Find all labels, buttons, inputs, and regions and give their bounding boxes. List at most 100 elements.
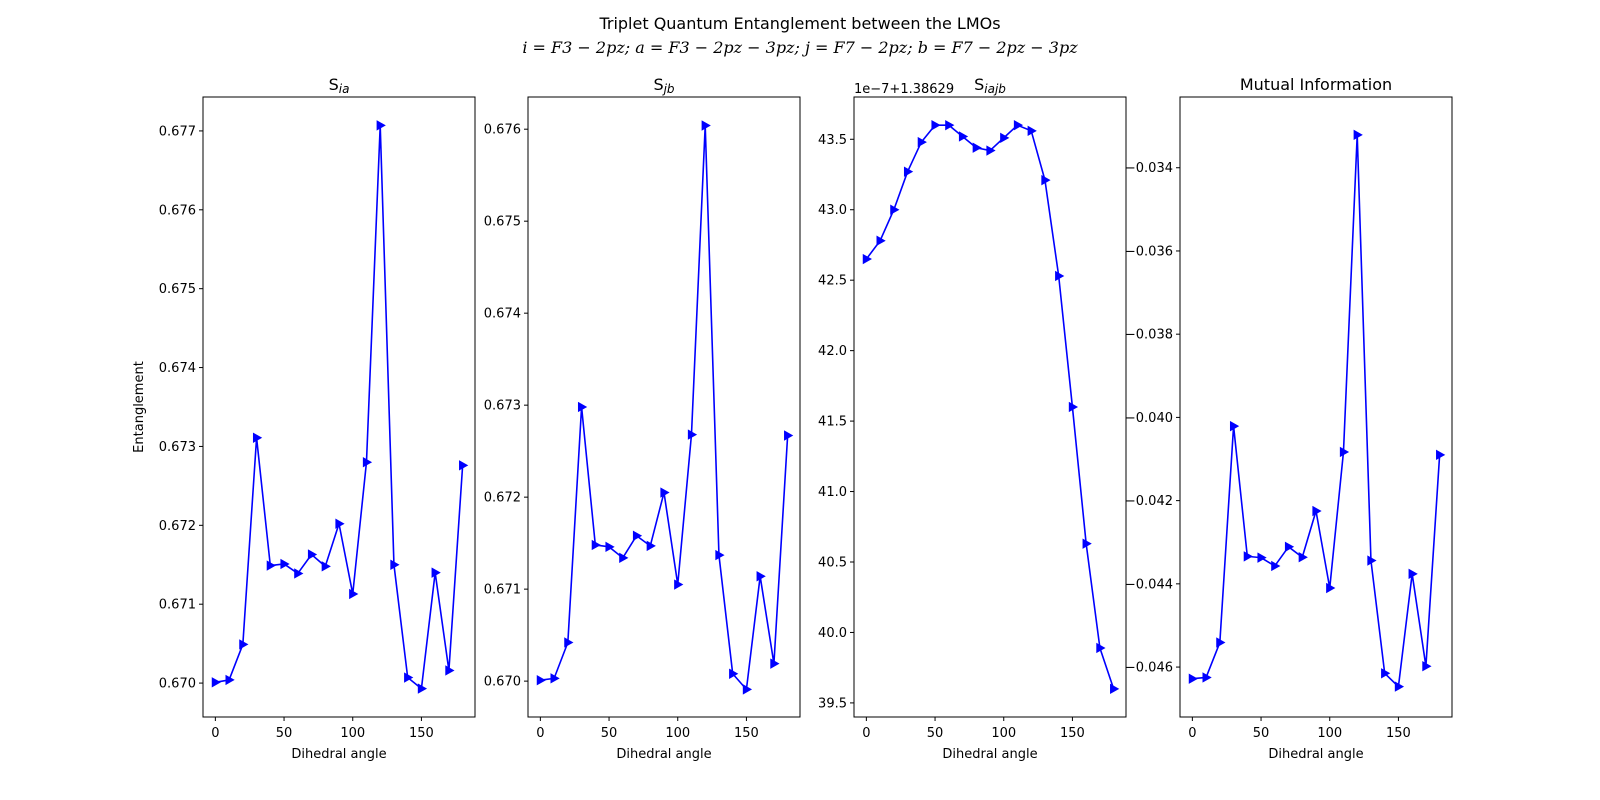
x-tick-label: 150	[734, 726, 759, 741]
data-point	[1110, 683, 1120, 695]
data-point	[1216, 637, 1226, 648]
data-point	[770, 658, 780, 669]
series-s-jb	[536, 120, 794, 695]
y-tick-label: 0.677	[159, 124, 196, 139]
plot-area-s-ia	[202, 96, 476, 718]
data-point	[1257, 552, 1267, 563]
y-tick-label: −0.040	[1125, 411, 1173, 426]
data-point	[1326, 582, 1336, 594]
panel-s-jb: Sjb Dihedral angle 0 50 100 150 0.6700.6710…	[484, 75, 801, 762]
data-point	[1068, 401, 1079, 413]
y-ticks-s-iajb: 39.5 40.0 40.5 41.0 41.5 42.0 42.5 43.0 43.5	[818, 133, 854, 711]
y-tick-label: 41.5	[818, 415, 847, 430]
data-point	[1408, 568, 1418, 580]
data-point	[890, 204, 900, 215]
data-point	[660, 487, 670, 498]
y-tick-label: 0.672	[484, 491, 521, 506]
x-tick-label: 100	[665, 726, 690, 741]
data-point	[986, 145, 996, 156]
y-tick-label: 0.671	[159, 598, 196, 613]
y-tick-label: 0.675	[484, 215, 521, 230]
data-point	[646, 540, 656, 552]
data-point	[784, 430, 794, 441]
y-tick-label: 0.674	[484, 307, 521, 322]
y-tick-label: 0.670	[484, 675, 521, 690]
data-point	[674, 579, 684, 590]
y-ticks-mutual-information: −0.046 −0.044 −0.042 −0.040 −0.038 −0.036 −0.0…	[1125, 161, 1180, 676]
panel-title-s-jb: Sjb	[653, 75, 674, 96]
data-point	[1000, 132, 1010, 144]
y-tick-label: 0.671	[484, 583, 521, 598]
data-point	[307, 549, 318, 560]
data-point	[239, 639, 249, 650]
y-tick-label: 43.5	[818, 133, 847, 148]
y-tick-label: 0.676	[159, 203, 196, 218]
panel-mutual-information: Mutual Information Dihedral angle 0 50 100…	[1125, 75, 1453, 762]
data-point	[564, 637, 574, 648]
data-point	[321, 561, 331, 572]
offset-label-s-iajb: 1e−7+1.38629	[854, 82, 954, 97]
x-tick-label: 150	[1386, 726, 1411, 741]
data-point	[715, 549, 725, 561]
series-line-mutual-information	[1192, 134, 1441, 688]
data-point	[1188, 673, 1198, 684]
data-point	[577, 401, 588, 413]
x-tick-label: 100	[340, 726, 365, 741]
data-point	[1339, 446, 1350, 458]
x-ticks-s-jb: 0 50 100 150	[536, 717, 759, 741]
x-tick-label: 50	[1253, 726, 1270, 741]
data-point	[1367, 555, 1377, 566]
y-tick-label: 0.676	[484, 123, 521, 138]
plot-area-mutual-information	[1179, 96, 1453, 718]
y-tick-label: 41.0	[818, 485, 847, 500]
data-point	[280, 558, 290, 570]
x-ticks-s-iajb: 0 50 100 150	[862, 717, 1085, 741]
series-mutual-information	[1188, 129, 1446, 692]
data-point	[1096, 642, 1106, 654]
y-tick-label: 40.0	[818, 626, 847, 641]
data-point	[1312, 505, 1322, 517]
data-point	[225, 674, 235, 686]
series-s-ia	[211, 120, 469, 694]
data-point	[431, 567, 441, 578]
y-ticks-s-jb: 0.670 0.671 0.672 0.673 0.674 0.675 0.676	[484, 123, 528, 690]
data-point	[862, 253, 872, 265]
data-point	[1082, 538, 1092, 549]
figure-title: Triplet Quantum Entanglement between the…	[598, 14, 1000, 33]
data-point	[756, 571, 766, 582]
data-point	[742, 684, 753, 695]
data-point	[266, 560, 276, 571]
x-tick-label: 50	[276, 726, 293, 741]
data-point	[417, 683, 428, 694]
y-tick-label: −0.042	[1125, 494, 1173, 509]
x-tick-label: 0	[536, 726, 544, 741]
data-point	[917, 136, 927, 148]
series-s-iajb	[862, 119, 1120, 695]
data-point	[1353, 129, 1363, 141]
data-point	[945, 119, 955, 131]
y-tick-label: −0.036	[1125, 244, 1173, 259]
data-point	[1271, 560, 1281, 572]
plot-area-s-iajb	[853, 96, 1127, 718]
y-tick-label: 0.670	[159, 677, 196, 692]
y-tick-label: 0.673	[159, 440, 196, 455]
x-tick-label: 50	[927, 726, 944, 741]
data-point	[605, 541, 615, 553]
panel-title-mutual-information: Mutual Information	[1240, 75, 1392, 94]
x-tick-label: 100	[991, 726, 1016, 741]
data-point	[1436, 449, 1446, 461]
y-tick-label: 39.5	[818, 696, 847, 711]
data-point	[390, 559, 400, 570]
x-axis-label-s-iajb: Dihedral angle	[942, 747, 1037, 762]
y-tick-label: 0.673	[484, 399, 521, 414]
panel-s-ia: Sia Dihedral angle Entanglement 0 50 100 15…	[132, 75, 476, 762]
x-ticks-s-ia: 0 50 100 150	[211, 717, 434, 741]
y-tick-label: 0.674	[159, 361, 196, 376]
plot-area-s-jb	[527, 96, 801, 718]
y-tick-label: −0.038	[1125, 328, 1173, 343]
data-point	[619, 552, 629, 564]
data-point	[1013, 119, 1024, 131]
x-tick-label: 150	[1060, 726, 1085, 741]
x-axis-label-mutual-information: Dihedral angle	[1268, 747, 1363, 762]
